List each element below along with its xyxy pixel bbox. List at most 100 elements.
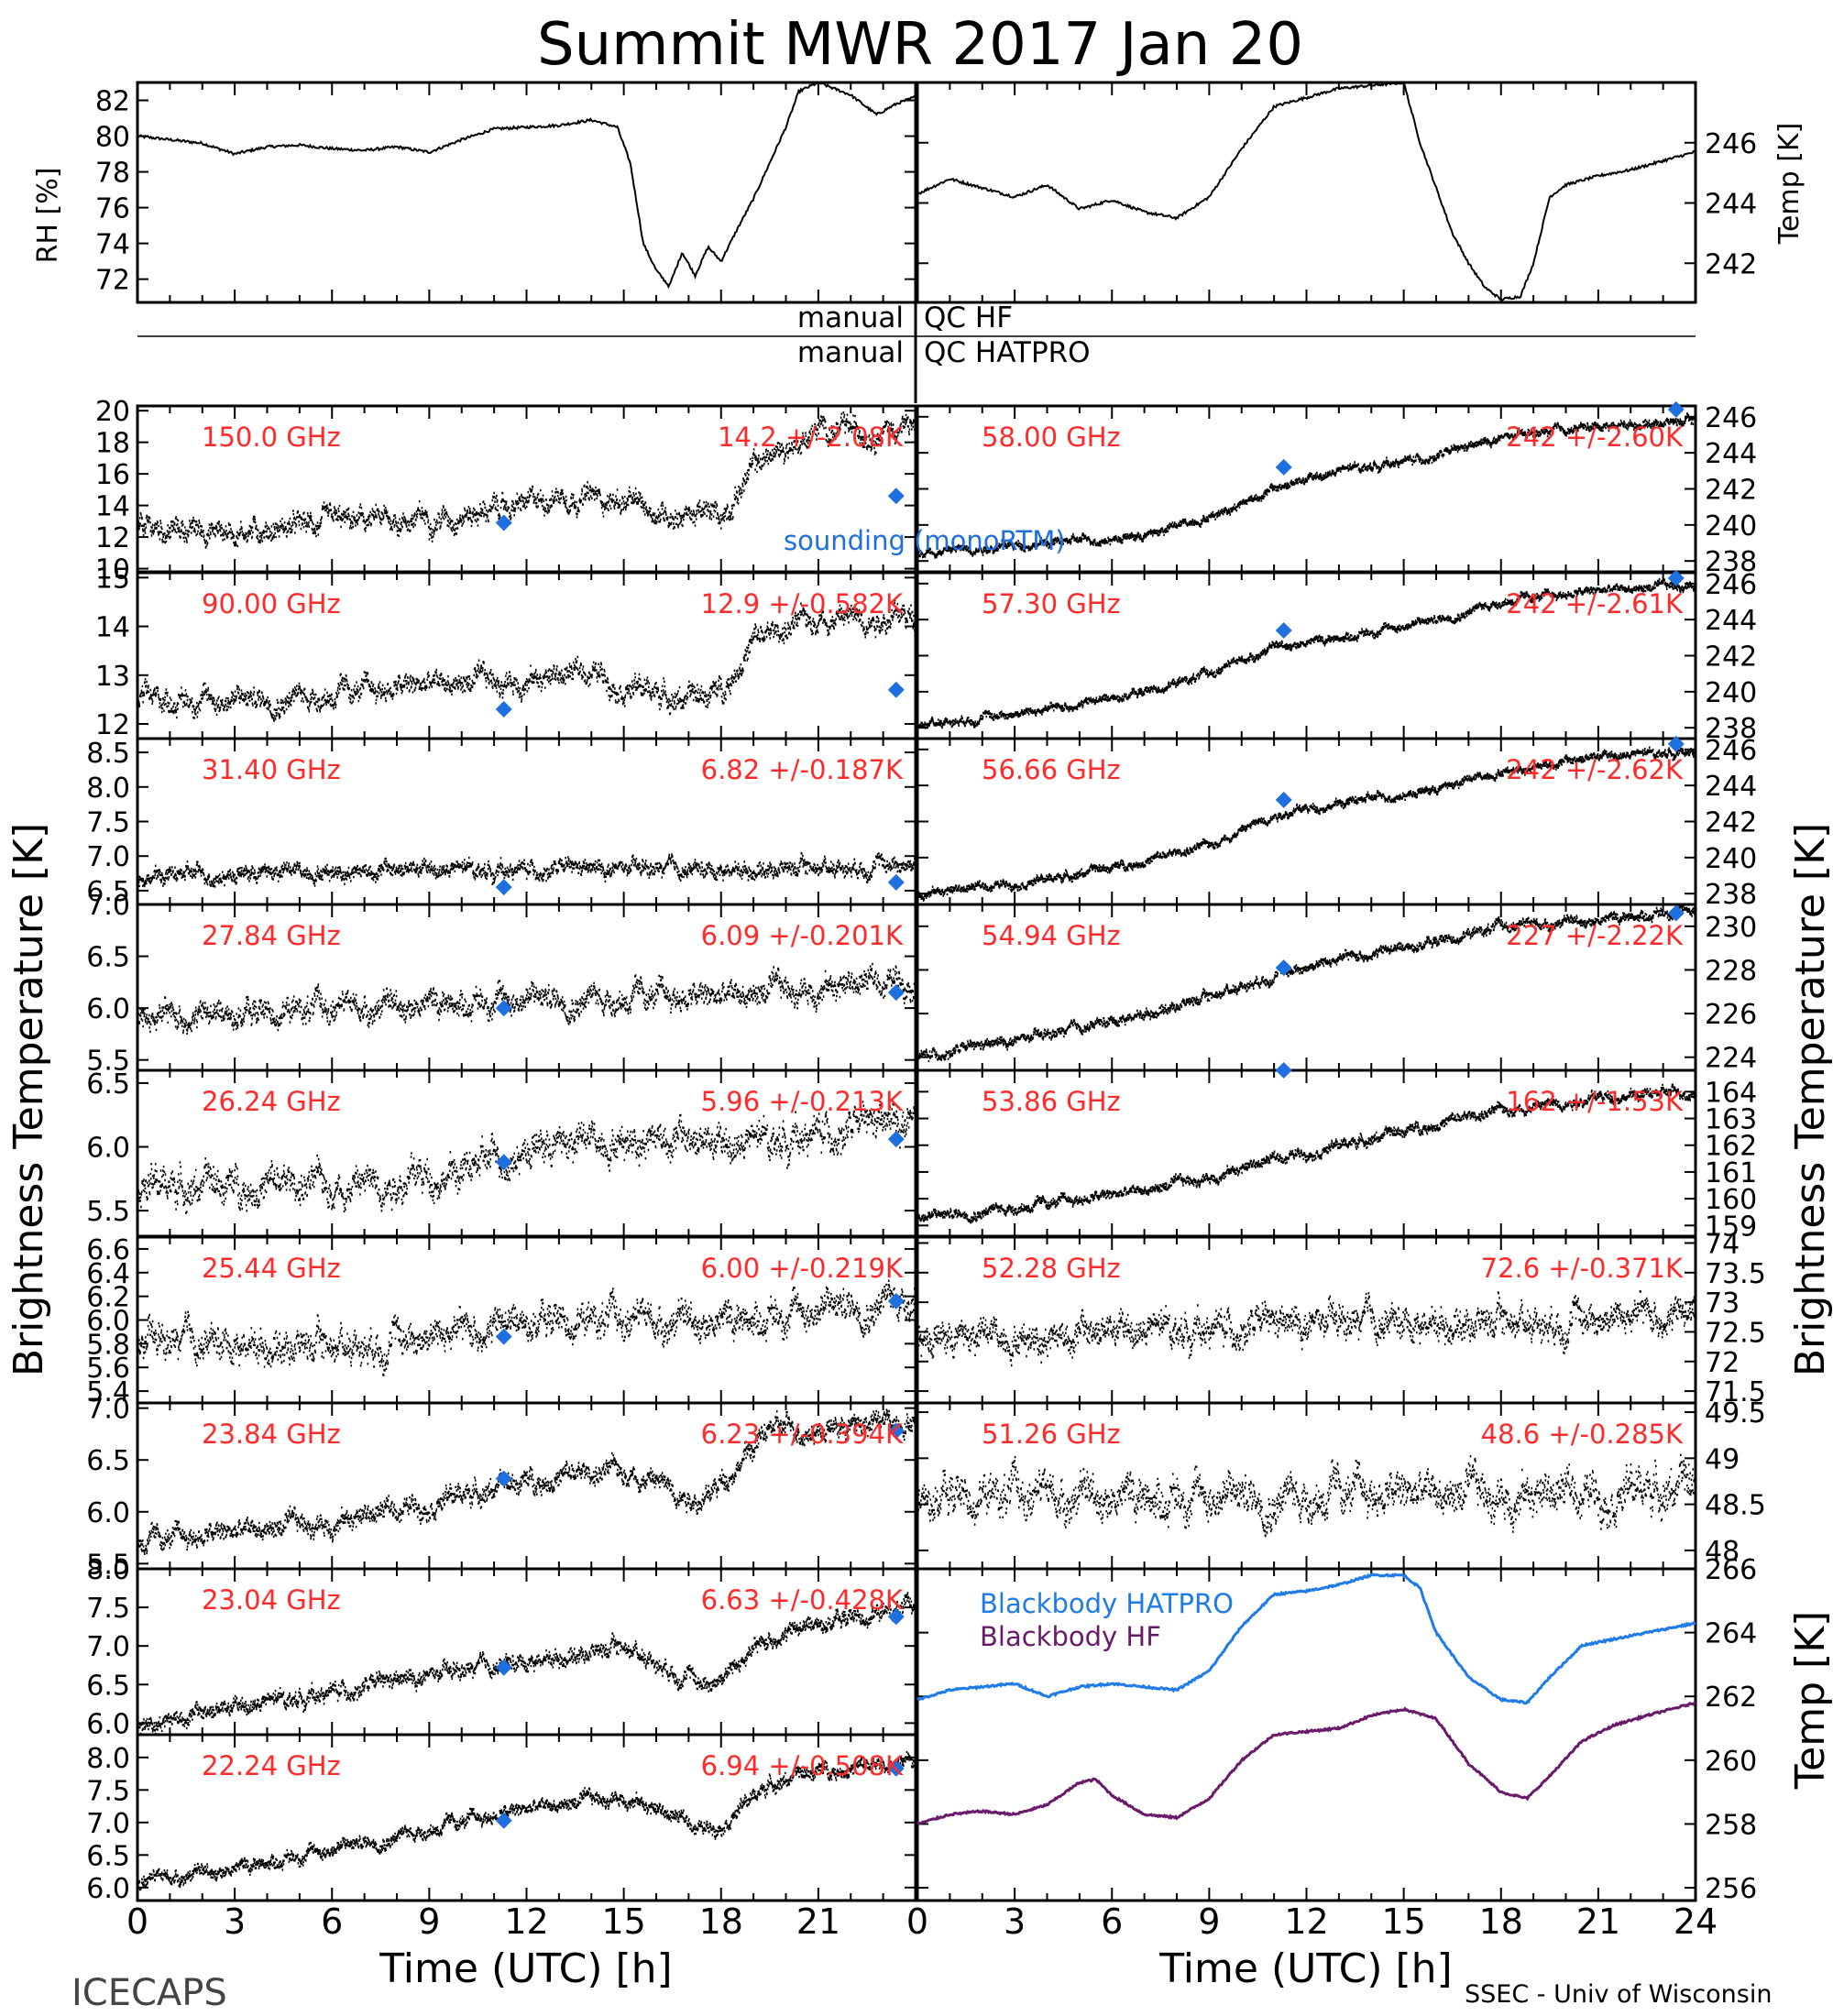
y-tick-label: 246 (1705, 735, 1757, 767)
y-tick-label: 7.0 (86, 1394, 130, 1426)
legend-entry-blackbody-hatpro: Blackbody HATPRO (980, 1588, 1234, 1619)
y-tick-label: 5.5 (86, 1549, 130, 1581)
channel-label: 52.28 GHz (982, 1253, 1121, 1284)
qc-hf-right: QC HF (924, 301, 1013, 334)
channel-label: 150.0 GHz (202, 422, 341, 453)
panel-31-40-ghz: 6.57.07.58.08.5 31.40 GHz 6.82 +/-0.187K (86, 737, 917, 908)
panel-90-00-ghz: 12 13 14 15 90.00 GHz 12.9 +/-0.582K (95, 563, 917, 741)
y-tick-label: 6.5 (86, 942, 130, 974)
y-tick-label: 244 (1705, 438, 1757, 470)
y-tick-label: 8.0 (86, 1554, 130, 1586)
y-tick-label: 48.5 (1705, 1490, 1766, 1522)
x-tick-label: 0 (906, 1901, 928, 1942)
y-tick-label: 242 (1705, 807, 1757, 839)
y-tick-label: 8.0 (86, 772, 130, 805)
brightness-temperature-series (137, 1408, 917, 1555)
sounding-point (495, 701, 512, 718)
x-tick-label: 12 (1284, 1901, 1328, 1942)
sounding-point (495, 1154, 512, 1171)
y-tick-label: 5.5 (86, 1046, 130, 1078)
channel-stat: 12.9 +/-0.582K (701, 588, 904, 619)
panel-51-26-ghz: 48 48.5 49 49.5 51.26 GHz 48.6 +/-0.285K (916, 1397, 1766, 1571)
y-tick-label: 226 (1705, 999, 1757, 1031)
channel-stat: 72.6 +/-0.371K (1481, 1253, 1684, 1284)
x-tick-label: 24 (1674, 1901, 1718, 1942)
brightness-temperature-series (137, 851, 917, 888)
sounding-point (495, 1470, 512, 1487)
bt-left-axis-label: Brightness Temperature [K] (5, 823, 52, 1376)
channel-stat: 6.23 +/-0.394K (701, 1419, 904, 1450)
brightness-temperature-series (137, 1750, 917, 1891)
y-tick-label: 14 (95, 612, 130, 644)
y-tick-label: 242 (1705, 475, 1757, 507)
channel-stat: 6.63 +/-0.428K (701, 1584, 904, 1616)
brightness-temperature-series (137, 1592, 917, 1736)
channel-stat: 48.6 +/-0.285K (1481, 1419, 1684, 1450)
x-tick-label: 12 (504, 1901, 548, 1942)
y-tick-label: 82 (95, 86, 130, 118)
y-tick-label: 256 (1705, 1873, 1757, 1905)
channel-label: 23.84 GHz (202, 1419, 341, 1450)
sounding-point (1275, 1062, 1292, 1079)
y-tick-label: 72 (1705, 1347, 1740, 1379)
sounding-point (887, 873, 905, 891)
brightness-temperature-series (917, 904, 1697, 1063)
y-tick-label: 228 (1705, 955, 1757, 987)
y-tick-label: 264 (1705, 1618, 1757, 1650)
bt-right-axis-label: Brightness Temperature [K] (1787, 823, 1833, 1376)
channel-stat: 242 +/-2.61K (1506, 588, 1684, 619)
y-tick-label: 7.5 (86, 1593, 130, 1625)
brightness-temperature-series (917, 1453, 1697, 1538)
y-tick-label: 12 (95, 709, 130, 741)
sounding-point (1667, 735, 1685, 752)
panel-25-44-ghz: 5.45.65.86.06.26.46.6 25.44 GHz 6.00 +/-0.… (86, 1234, 917, 1408)
y-tick-label: 16 (95, 459, 130, 491)
y-tick-label: 160 (1705, 1184, 1757, 1216)
bb-temp-axis-label: Temp [K] (1787, 1611, 1833, 1790)
y-tick-label: 164 (1705, 1077, 1757, 1109)
y-tick-label: 224 (1705, 1043, 1757, 1075)
y-tick-label: 6.5 (86, 1840, 130, 1872)
y-tick-label: 244 (1705, 771, 1757, 803)
sounding-point (495, 1328, 512, 1345)
y-tick-label: 6.4 (86, 1258, 130, 1290)
y-tick-label: 6.0 (86, 993, 130, 1025)
channel-label: 51.26 GHz (982, 1419, 1121, 1450)
sounding-point (495, 1812, 512, 1829)
panel-27-84-ghz: 5.5 6.0 6.5 7.0 27.84 GHz 6.09 +/-0.201K (86, 890, 917, 1078)
brightness-temperature-series (917, 744, 1697, 902)
sounding-point (887, 1422, 905, 1440)
y-tick-label: 76 (95, 193, 130, 225)
channel-stat: 227 +/-2.22K (1506, 920, 1684, 951)
channel-stat: 6.09 +/-0.201K (701, 920, 904, 951)
x-tick-label: 6 (321, 1901, 343, 1942)
series-line-rh (137, 82, 916, 290)
channel-stat: 6.00 +/-0.219K (701, 1253, 904, 1284)
y-tick-label: 48 (1705, 1536, 1740, 1568)
y-tick-label: 6.0 (86, 1708, 130, 1740)
y-tick-label: 244 (1705, 605, 1757, 637)
brightness-temperature-series (917, 577, 1697, 729)
panel-frame (916, 81, 1697, 304)
x-tick-label: 18 (699, 1901, 743, 1942)
channel-label: 56.66 GHz (982, 754, 1121, 785)
y-tick-label: 7.5 (86, 807, 130, 839)
y-tick-label: 230 (1705, 912, 1757, 944)
y-tick-label: 242 (1705, 248, 1757, 280)
channel-label: 31.40 GHz (202, 754, 341, 785)
sounding-point (1667, 569, 1685, 586)
y-tick-label: 262 (1705, 1682, 1757, 1714)
channel-stat: 242 +/-2.60K (1506, 422, 1684, 453)
panel-56-66-ghz: 238 240 242 244 246 56.66 GHz 242 +/-2.62K (916, 735, 1757, 911)
y-tick-label: 6.0 (86, 1133, 130, 1165)
y-tick-label: 159 (1705, 1211, 1757, 1243)
channel-label: 27.84 GHz (202, 920, 341, 951)
brightness-temperature-series (137, 411, 917, 549)
y-tick-label: 6.5 (86, 1670, 130, 1702)
y-tick-label: 15 (95, 563, 130, 595)
y-tick-label: 14 (95, 491, 130, 523)
y-tick-label: 240 (1705, 843, 1757, 875)
channel-stat: 14.2 +/-2.08K (718, 422, 904, 453)
